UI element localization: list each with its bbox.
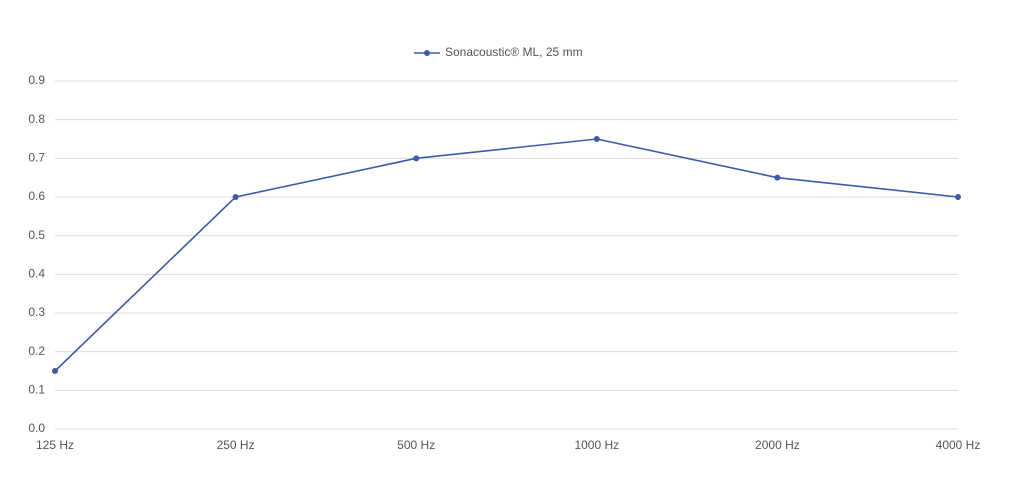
- y-tick-label: 0.8: [28, 112, 45, 126]
- x-tick-label: 2000 Hz: [755, 438, 800, 452]
- x-tick-label: 4000 Hz: [936, 438, 981, 452]
- y-tick-label: 0.2: [28, 344, 45, 358]
- y-tick-label: 0.9: [28, 73, 45, 87]
- y-tick-label: 0.4: [28, 267, 45, 281]
- x-tick-label: 250 Hz: [217, 438, 255, 452]
- y-tick-label: 0.0: [28, 421, 45, 435]
- legend-label: Sonacoustic® ML, 25 mm: [445, 45, 583, 59]
- y-tick-label: 0.6: [28, 189, 45, 203]
- y-tick-label: 0.7: [28, 151, 45, 165]
- x-tick-label: 1000 Hz: [574, 438, 619, 452]
- data-point: [52, 368, 58, 374]
- data-point: [955, 194, 961, 200]
- series-line: [54, 138, 959, 372]
- x-tick-label: 500 Hz: [397, 438, 435, 452]
- data-point: [774, 174, 781, 181]
- data-point: [413, 155, 420, 162]
- y-tick-label: 0.5: [28, 228, 45, 242]
- y-tick-label: 0.1: [28, 383, 45, 397]
- legend-dot: [424, 50, 430, 56]
- data-point: [232, 194, 239, 200]
- data-point: [593, 136, 600, 142]
- y-tick-label: 0.3: [28, 305, 45, 319]
- x-tick-label: 125 Hz: [36, 438, 74, 452]
